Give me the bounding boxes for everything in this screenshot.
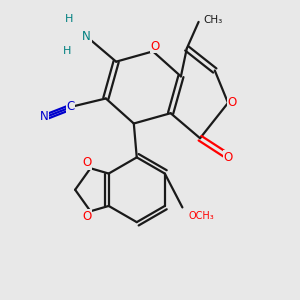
- Text: N: N: [40, 110, 48, 123]
- Text: O: O: [150, 40, 160, 52]
- Text: H: H: [65, 14, 73, 24]
- Text: O: O: [228, 96, 237, 110]
- Text: C: C: [66, 100, 75, 112]
- Text: O: O: [82, 210, 92, 223]
- Text: CH₃: CH₃: [204, 15, 223, 26]
- Text: O: O: [224, 151, 233, 164]
- Text: OCH₃: OCH₃: [188, 211, 214, 221]
- Text: N: N: [82, 30, 91, 43]
- Text: H: H: [63, 46, 72, 56]
- Text: O: O: [82, 157, 92, 169]
